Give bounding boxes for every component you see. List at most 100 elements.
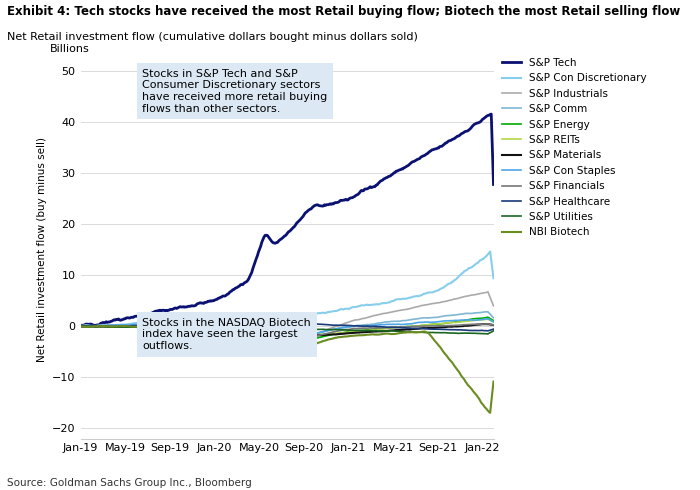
NBI Biotech [437,345,445,351]
S&P Utilities [80,323,88,329]
S&P Industrials [379,311,387,317]
Text: Billions: Billions [50,44,90,54]
Line: S&P Financials: S&P Financials [80,324,494,339]
S&P Industrials [484,289,492,295]
NBI Biotech [379,331,387,337]
S&P Con Discretionary [243,316,251,322]
S&P Con Staples [437,318,445,324]
S&P Materials [480,321,488,327]
Text: Exhibit 4: Tech stocks have received the most Retail buying flow; Biotech the mo: Exhibit 4: Tech stocks have received the… [7,5,680,18]
S&P Healthcare [484,328,492,334]
Line: S&P Con Discretionary: S&P Con Discretionary [80,251,494,326]
S&P Utilities [239,325,247,331]
NBI Biotech [76,323,85,329]
S&P Con Staples [237,318,246,324]
S&P Energy [297,338,305,343]
S&P REITs [484,317,492,322]
S&P Energy [489,318,498,323]
S&P Financials [437,323,445,329]
NBI Biotech [416,329,425,335]
S&P REITs [237,325,246,331]
S&P Tech [435,144,444,149]
Line: S&P REITs: S&P REITs [80,319,494,336]
S&P Tech [237,282,246,288]
S&P Comm [148,321,156,327]
NBI Biotech [243,323,251,329]
S&P Tech [415,156,424,162]
S&P REITs [489,319,498,325]
S&P Energy [237,325,246,331]
S&P Comm [242,318,251,324]
Line: S&P Comm: S&P Comm [80,312,494,336]
S&P Financials [237,323,246,329]
S&P Tech [242,279,251,285]
S&P Financials [297,336,305,342]
S&P REITs [148,324,156,330]
S&P Financials [76,323,85,329]
S&P Con Discretionary [239,316,247,322]
S&P REITs [295,333,303,339]
S&P Financials [416,323,425,329]
S&P Con Discretionary [149,320,158,326]
Line: S&P Industrials: S&P Industrials [80,292,494,341]
S&P Energy [242,325,251,331]
S&P Con Staples [416,319,425,325]
NBI Biotech [239,323,247,329]
S&P Industrials [242,320,251,326]
S&P Con Staples [489,319,498,325]
Line: S&P Tech: S&P Tech [80,114,494,326]
Text: Source: Goldman Sachs Group Inc., Bloomberg: Source: Goldman Sachs Group Inc., Bloomb… [7,478,252,488]
S&P Utilities [437,330,445,336]
S&P Comm [416,316,425,321]
Line: S&P Healthcare: S&P Healthcare [80,323,494,331]
S&P Con Discretionary [379,300,387,306]
S&P Energy [416,322,425,328]
S&P Materials [299,333,307,339]
S&P Utilities [416,329,425,335]
S&P Materials [242,325,251,331]
Text: Net Retail investment flow (cumulative dollars bought minus dollars sold): Net Retail investment flow (cumulative d… [7,32,418,42]
S&P Energy [484,314,492,320]
S&P Comm [379,319,387,325]
S&P Energy [437,321,445,327]
S&P REITs [379,326,387,332]
S&P Utilities [149,324,158,330]
S&P Healthcare [242,322,251,328]
Line: S&P Energy: S&P Energy [80,317,494,341]
S&P REITs [437,321,445,327]
S&P Con Discretionary [489,275,498,281]
S&P REITs [242,326,251,332]
S&P Healthcare [237,322,246,328]
S&P REITs [76,323,85,329]
S&P Industrials [295,338,303,343]
S&P Utilities [489,328,498,334]
S&P Healthcare [379,324,387,330]
Line: S&P Con Staples: S&P Con Staples [80,319,494,336]
S&P Con Staples [148,321,156,327]
S&P Tech [148,310,156,316]
S&P Con Staples [379,321,387,327]
S&P Materials [379,328,387,334]
S&P Materials [237,325,246,331]
S&P Financials [148,323,156,329]
S&P Materials [489,322,498,328]
S&P Industrials [437,299,445,305]
S&P Comm [482,309,490,315]
S&P Comm [237,319,246,325]
S&P Financials [242,323,251,329]
S&P Energy [148,324,156,330]
S&P Healthcare [416,326,425,332]
S&P Con Staples [76,323,85,329]
Line: S&P Utilities: S&P Utilities [80,326,494,334]
S&P Industrials [416,303,425,309]
Legend: S&P Tech, S&P Con Discretionary, S&P Industrials, S&P Comm, S&P Energy, S&P REIT: S&P Tech, S&P Con Discretionary, S&P Ind… [498,54,651,242]
NBI Biotech [489,379,498,385]
S&P Industrials [489,303,498,309]
S&P Financials [379,325,387,331]
S&P Con Discretionary [416,293,425,298]
S&P Tech [377,177,386,183]
Line: S&P Materials: S&P Materials [80,324,494,336]
Text: Stocks in the NASDAQ Biotech
index have seen the largest
outflows.: Stocks in the NASDAQ Biotech index have … [143,318,312,351]
S&P Healthcare [307,320,315,326]
S&P Comm [76,323,85,329]
